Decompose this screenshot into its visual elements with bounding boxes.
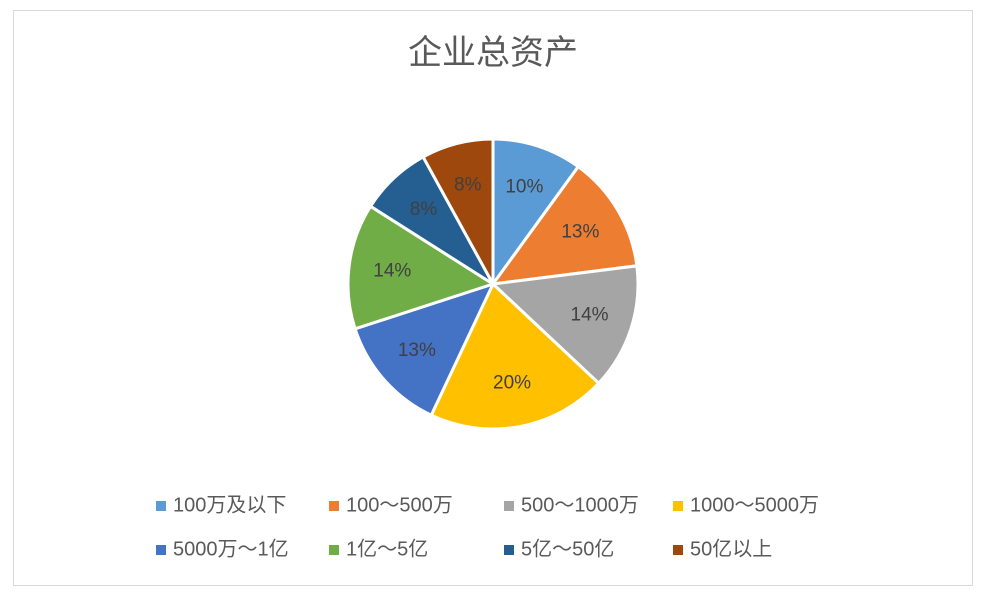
- data-label: 10%: [505, 176, 543, 197]
- data-label: 8%: [410, 199, 438, 220]
- legend-swatch: [156, 545, 166, 555]
- data-label: 13%: [398, 340, 436, 361]
- legend-label: 1000～5000万: [690, 494, 819, 516]
- legend-swatch: [156, 501, 166, 511]
- legend-label: 100～500万: [346, 494, 453, 516]
- pie-slice: [421, 137, 495, 286]
- data-label: 20%: [493, 373, 531, 394]
- legend-swatch: [673, 545, 683, 555]
- pie-slice: [491, 137, 580, 286]
- legend-swatch: [504, 501, 514, 511]
- pie-slice: [491, 264, 640, 385]
- pie-slice: [346, 204, 495, 331]
- legend-swatch: [504, 545, 514, 555]
- legend-swatch: [673, 501, 683, 511]
- pie-slice: [491, 165, 639, 286]
- pie-slice: [429, 282, 601, 431]
- pie-slice: [353, 282, 495, 417]
- legend-swatch: [329, 501, 339, 511]
- legend-label: 50亿以上: [690, 537, 772, 560]
- legend-label: 500～1000万: [521, 494, 639, 516]
- legend-label: 5000万～1亿: [173, 537, 289, 560]
- chart-title: 企业总资产: [408, 34, 578, 72]
- legend-swatch: [329, 545, 339, 555]
- legend-label: 1亿～5亿: [346, 537, 428, 560]
- data-label: 8%: [454, 175, 482, 196]
- data-label: 13%: [561, 221, 599, 242]
- legend-label: 100万及以下: [173, 494, 286, 516]
- data-label: 14%: [373, 260, 411, 281]
- data-label: 14%: [571, 304, 609, 325]
- legend-label: 5亿～50亿: [521, 537, 614, 560]
